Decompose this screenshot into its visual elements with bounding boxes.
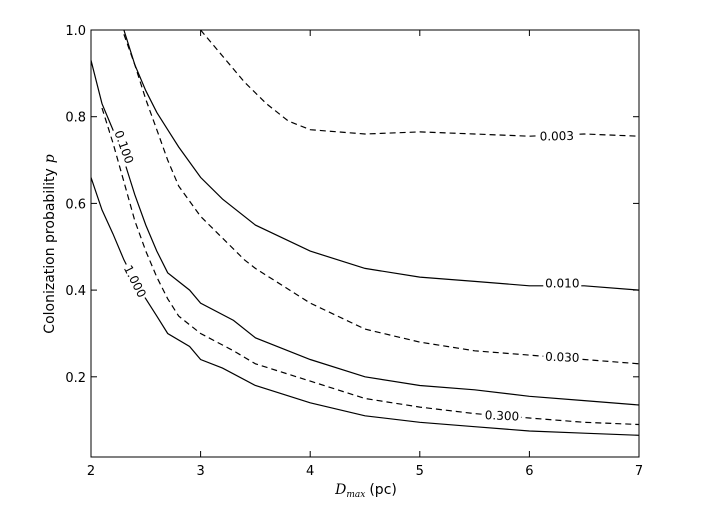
x-tick-label: 5: [416, 464, 424, 479]
x-tick-label: 3: [196, 464, 204, 479]
plot-frame: [90, 29, 640, 458]
contour-line-1.000: [90, 177, 640, 436]
contour-label-0.010: 0.010: [545, 277, 579, 291]
y-axis-symbol: p: [42, 154, 58, 163]
axis-ticks: 2 3 4 5 6 7 0.2 0.4 0.6 0.8 1.0: [65, 24, 643, 479]
y-tick-label: 0.6: [65, 197, 86, 212]
y-tick-label: 0.8: [65, 111, 86, 126]
contour-line-0.010: [123, 29, 640, 291]
x-tick-label: 6: [525, 464, 533, 479]
contour-label-0.003: 0.003: [539, 129, 574, 144]
contour-label-background: [109, 126, 138, 168]
x-tick-label: 7: [635, 464, 643, 479]
x-axis-label: Dmax (pc): [334, 482, 397, 500]
contour-label-background: [543, 275, 582, 292]
x-axis-symbol: D: [334, 482, 346, 498]
x-axis-unit: (pc): [369, 482, 397, 498]
contour-line-0.030: [123, 34, 640, 365]
contour-line-0.300: [101, 107, 640, 426]
contour-line-0.003: [200, 29, 640, 137]
x-tick-label: 4: [306, 464, 314, 479]
y-tick-label: 0.4: [65, 284, 86, 299]
contour-label-background: [119, 260, 151, 302]
y-tick-label: 1.0: [65, 24, 86, 39]
contour-lines: [90, 29, 640, 436]
contour-label-0.030: 0.030: [545, 350, 580, 365]
contour-label-background: [482, 407, 522, 425]
contour-label-0.300: 0.300: [485, 408, 520, 423]
contour-label-background: [542, 348, 582, 367]
x-axis-subscript: max: [346, 490, 365, 500]
x-tick-label: 2: [87, 464, 95, 479]
y-axis-label-text: Colonization probability: [42, 168, 58, 333]
y-axis-label: Colonization probability p: [42, 154, 58, 333]
y-tick-label: 0.2: [65, 371, 86, 386]
contour-label-background: [537, 127, 576, 145]
